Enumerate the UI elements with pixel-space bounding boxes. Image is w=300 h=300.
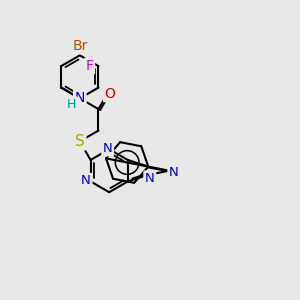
Text: O: O (104, 87, 115, 101)
Text: N: N (169, 166, 179, 179)
Text: Br: Br (72, 39, 88, 53)
Text: F: F (85, 59, 94, 73)
Text: N: N (81, 174, 91, 188)
Text: S: S (75, 134, 85, 149)
Text: N: N (75, 91, 85, 105)
Text: N: N (145, 172, 154, 185)
Text: H: H (67, 98, 76, 111)
Text: N: N (103, 142, 112, 155)
